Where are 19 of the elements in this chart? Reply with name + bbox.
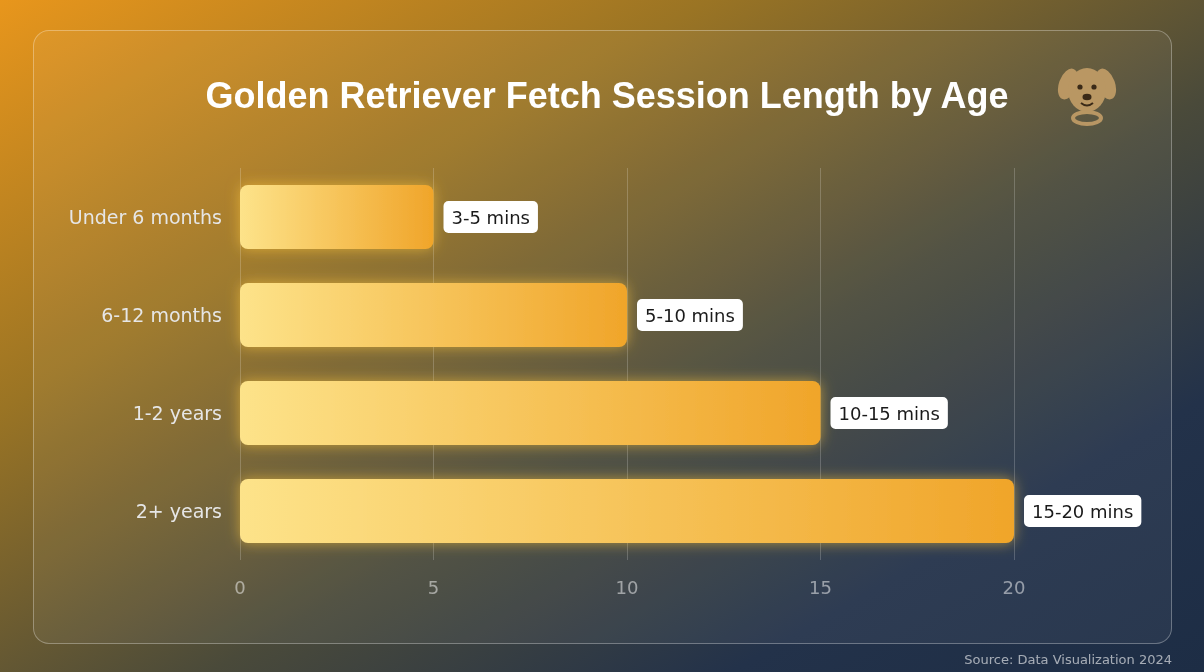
x-tick-label: 20 (1002, 576, 1026, 598)
y-tick-label: Under 6 months (68, 206, 222, 228)
data-label: 5-10 mins (645, 304, 735, 326)
x-tick-label: 5 (427, 576, 440, 598)
data-label: 15-20 mins (1032, 500, 1134, 522)
y-tick-label: 1-2 years (132, 402, 222, 424)
x-tick-label: 0 (234, 576, 246, 598)
bar (240, 185, 434, 249)
x-tick-label: 10 (615, 576, 639, 598)
data-label: 3-5 mins (451, 206, 530, 228)
bar (240, 381, 821, 445)
y-tick-label: 2+ years (135, 500, 222, 522)
bar (240, 479, 1014, 543)
source-note: Source: Data Visualization 2024 (964, 652, 1172, 667)
bar (240, 283, 627, 347)
x-tick-label: 15 (809, 576, 832, 598)
y-tick-label: 6-12 months (101, 304, 222, 326)
chart-title: Golden Retriever Fetch Session Length by Age (205, 74, 1009, 116)
data-label: 10-15 mins (838, 402, 940, 424)
